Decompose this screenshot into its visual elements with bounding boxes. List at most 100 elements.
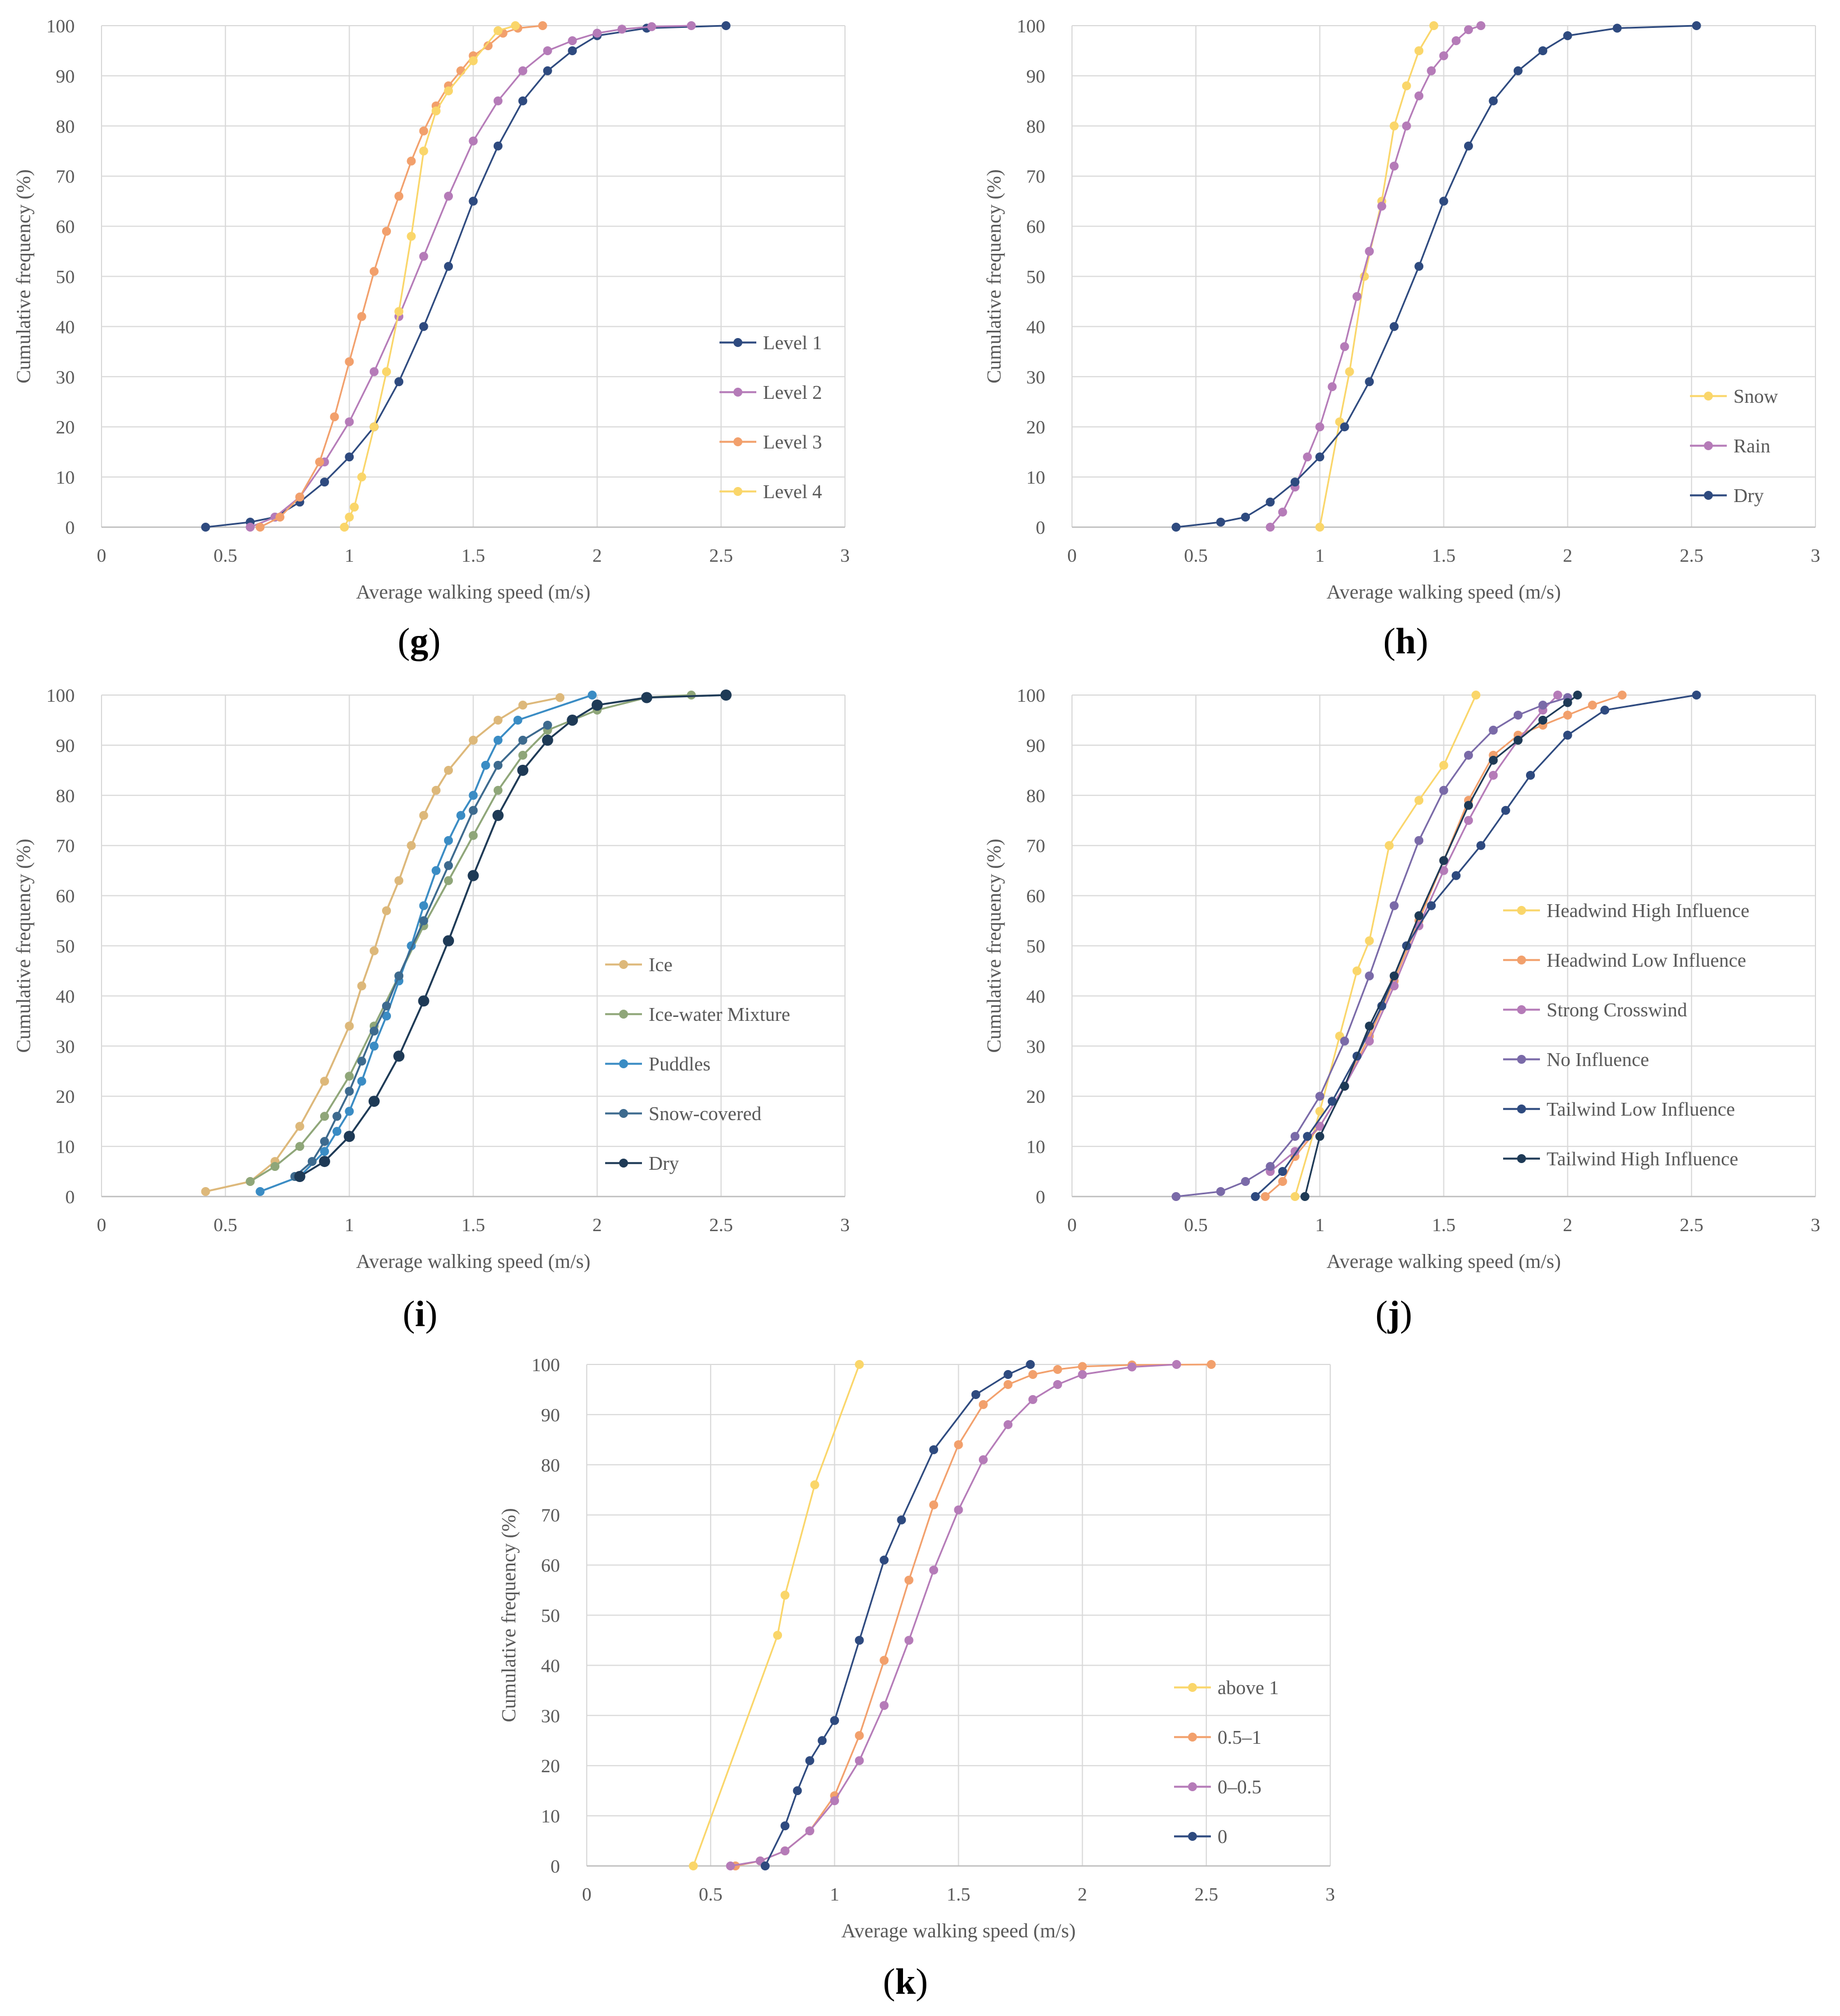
y-tick-label: 20 (1026, 1087, 1045, 1107)
data-point (518, 66, 528, 75)
series-no-influence (1171, 693, 1572, 1201)
data-point (369, 946, 379, 956)
x-tick-label: 0 (97, 1215, 107, 1236)
legend-label: Headwind Low Influence (1547, 949, 1746, 971)
data-point (469, 735, 478, 745)
data-point (641, 692, 653, 703)
y-tick-label: 20 (56, 417, 75, 438)
data-point (1439, 51, 1448, 60)
data-point (444, 836, 453, 845)
legend-marker (1188, 1683, 1197, 1692)
data-point (1414, 91, 1424, 100)
data-point (1427, 901, 1436, 910)
data-point (444, 262, 453, 271)
x-tick-label: 1 (830, 1884, 839, 1905)
legend: Headwind High Influence Headwind Low Infl… (1503, 900, 1749, 1170)
data-point (493, 141, 503, 151)
legend-marker (1517, 906, 1526, 915)
y-tick-label: 20 (541, 1756, 560, 1777)
legend-marker (1517, 1105, 1526, 1113)
data-point (368, 1096, 380, 1107)
grid (101, 694, 846, 1198)
data-point (1266, 523, 1275, 532)
data-point (1026, 1360, 1035, 1369)
data-point (201, 523, 210, 532)
data-point (897, 1515, 906, 1525)
data-point (1384, 841, 1394, 850)
legend-marker (1704, 392, 1713, 401)
y-tick-label: 30 (1026, 367, 1045, 388)
y-tick-label: 40 (541, 1656, 560, 1676)
y-tick-label: 90 (1026, 736, 1045, 756)
data-point (1340, 342, 1349, 351)
panel-label-i: (i) (403, 1294, 438, 1334)
data-point (1206, 1360, 1216, 1369)
data-point (978, 1455, 988, 1464)
x-tick-label: 0 (1068, 1215, 1077, 1236)
data-point (760, 1861, 770, 1870)
data-point (687, 21, 696, 30)
legend: Snow Rain Dry (1690, 385, 1778, 507)
data-point (780, 1846, 790, 1856)
data-point (419, 126, 428, 136)
data-point (726, 1861, 735, 1870)
data-point (1261, 1192, 1270, 1201)
series-level-2 (245, 21, 696, 532)
data-point (381, 367, 391, 377)
x-axis-title: Average walking speed (m/s) (1326, 1250, 1561, 1272)
panel-label-k: (k) (883, 1961, 928, 2002)
data-point (1513, 710, 1523, 720)
data-point (456, 811, 466, 820)
y-tick-label: 30 (1026, 1036, 1045, 1057)
y-tick-label: 60 (1026, 886, 1045, 907)
series-puddles (255, 691, 597, 1197)
x-tick-label: 3 (1811, 1215, 1820, 1236)
series-ice (201, 693, 565, 1197)
data-point (345, 1107, 354, 1116)
legend-label: Ice-water Mixture (649, 1004, 790, 1025)
data-point (1389, 121, 1399, 131)
data-point (357, 981, 366, 991)
data-point (1414, 795, 1424, 805)
data-point (295, 493, 305, 502)
series-line (259, 694, 593, 1193)
x-tick-label: 2.5 (1195, 1884, 1219, 1905)
legend-label: Puddles (649, 1053, 711, 1075)
x-tick-label: 1.5 (461, 1215, 485, 1236)
x-tick-label: 1.5 (461, 546, 485, 566)
data-point (517, 764, 529, 776)
grid (1071, 25, 1816, 528)
x-tick-label: 1 (345, 1215, 354, 1236)
data-point (1563, 710, 1572, 720)
data-point (1327, 1097, 1337, 1106)
legend-label: Strong Crosswind (1547, 999, 1687, 1021)
data-point (369, 1026, 379, 1036)
data-point (345, 357, 354, 366)
data-point (407, 156, 416, 166)
data-point (320, 1137, 329, 1146)
data-point (1315, 1107, 1325, 1116)
data-point (1600, 705, 1610, 715)
legend-label: No Influence (1547, 1049, 1649, 1070)
x-axis-title: Average walking speed (m/s) (356, 581, 590, 603)
y-tick-label: 50 (1026, 937, 1045, 957)
y-tick-label: 0 (65, 518, 75, 538)
data-point (929, 1500, 939, 1509)
panel-j: 0 10 20 30 40 50 60 70 80 90 100 0 0.5 1 1.5 2 2.5 3 Avera… (970, 669, 1840, 1339)
data-point (481, 760, 490, 770)
x-tick-label: 0 (97, 546, 107, 566)
data-point (345, 1087, 354, 1096)
data-point (1439, 785, 1448, 795)
data-point (443, 935, 455, 947)
legend-label: Dry (1733, 485, 1764, 507)
data-point (493, 785, 503, 795)
data-point (295, 1142, 305, 1151)
data-point (568, 46, 577, 55)
data-point (1451, 36, 1461, 45)
data-point (1300, 1192, 1310, 1201)
legend-marker (619, 1159, 628, 1168)
data-point (543, 66, 552, 75)
data-point (1563, 730, 1572, 740)
data-point (1563, 31, 1572, 40)
data-point (320, 1112, 329, 1121)
